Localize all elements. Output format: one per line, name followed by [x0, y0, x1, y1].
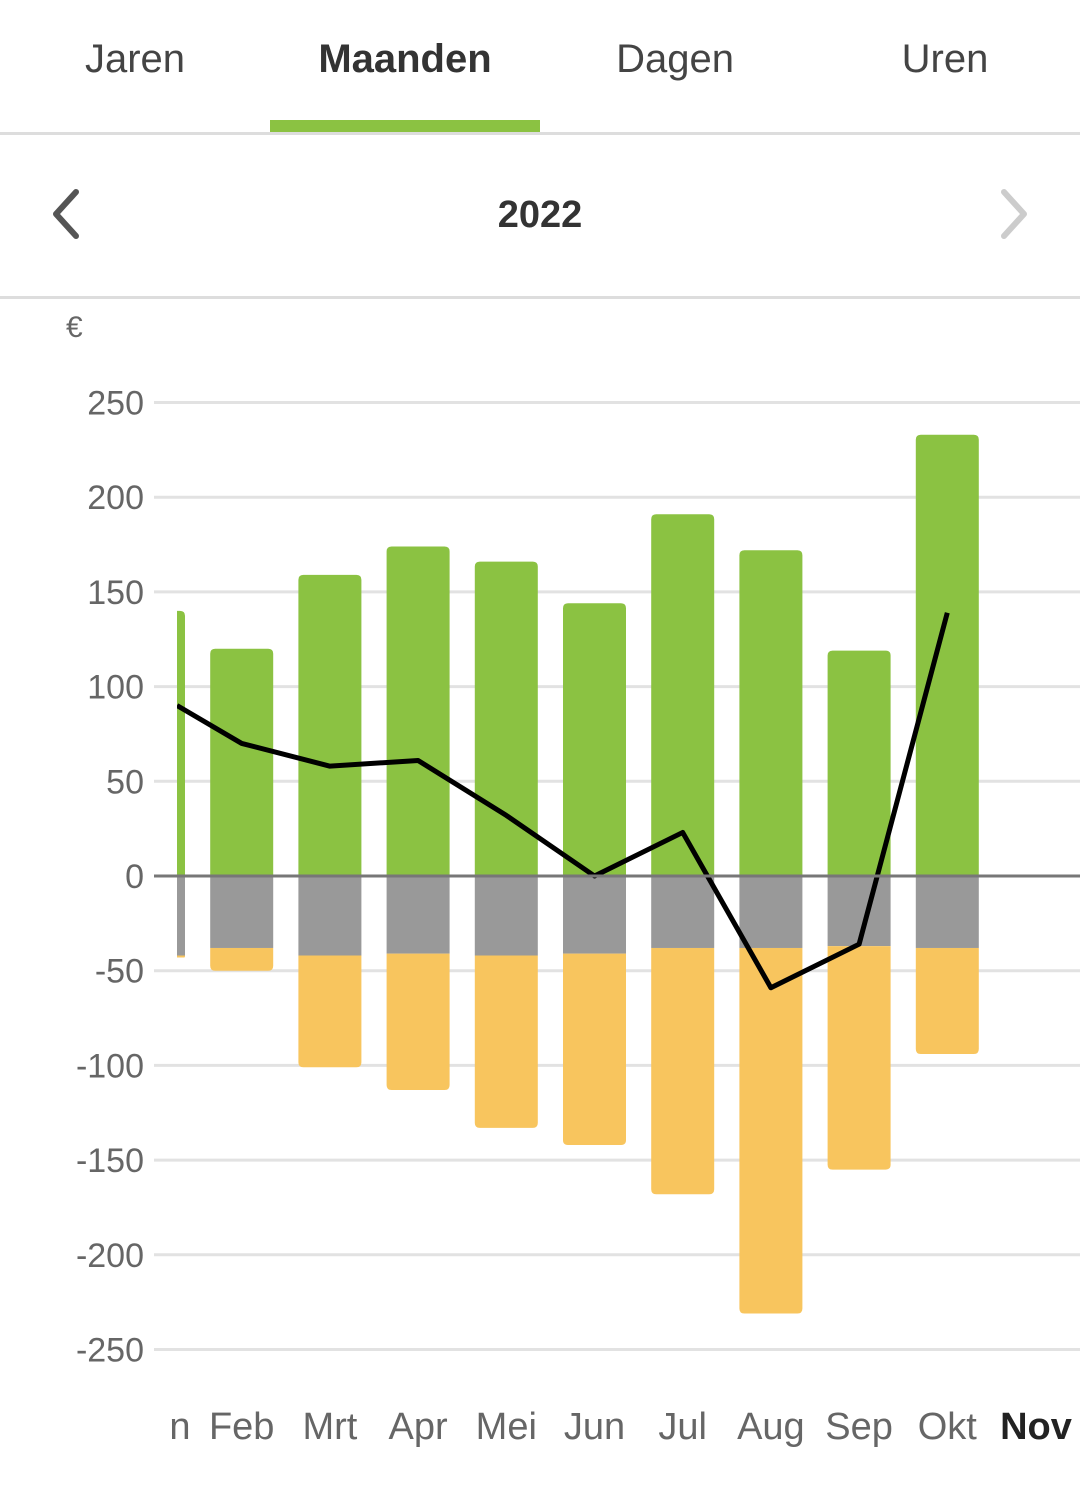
chevron-left-icon [53, 189, 79, 239]
bar-positive-jan[interactable] [122, 610, 185, 876]
bar-gray-negative-feb[interactable] [210, 876, 274, 948]
bar-yellow-negative-apr[interactable] [386, 953, 450, 1091]
period-title: 2022 [497, 194, 583, 236]
y-tick-label: -150 [76, 1142, 144, 1180]
active-tab-indicator [270, 120, 540, 132]
x-tick-label-sep[interactable]: Sep [825, 1406, 893, 1448]
bar-positive-okt[interactable] [915, 434, 979, 876]
bar-gray-negative-jul[interactable] [651, 876, 715, 948]
tab-jaren[interactable]: Jaren [84, 37, 186, 81]
tab-dagen[interactable]: Dagen [616, 37, 734, 81]
x-tick-label-okt[interactable]: Okt [918, 1406, 978, 1448]
tab-maanden[interactable]: Maanden [318, 37, 492, 81]
bar-gray-negative-jan[interactable] [122, 876, 185, 956]
period-navigation: 2022 [0, 135, 1080, 299]
bar-gray-negative-aug[interactable] [739, 876, 803, 948]
y-tick-label: 150 [87, 574, 144, 612]
bar-yellow-negative-mei[interactable] [474, 955, 538, 1128]
bar-gray-negative-apr[interactable] [386, 876, 450, 954]
x-tick-label-nov[interactable]: Nov [1000, 1406, 1072, 1448]
y-tick-label: 50 [106, 763, 144, 801]
bar-positive-jun[interactable] [563, 603, 626, 876]
tab-uren[interactable]: Uren [901, 37, 989, 81]
net-line [177, 612, 950, 991]
bar-yellow-negative-aug[interactable] [739, 947, 803, 1314]
y-axis-unit-label: € [66, 311, 83, 344]
y-tick-label: 200 [87, 479, 144, 517]
y-tick-label: -250 [76, 1332, 144, 1370]
y-tick-label: -200 [76, 1237, 144, 1275]
bar-yellow-negative-mrt[interactable] [298, 955, 362, 1068]
y-tick-label: 100 [87, 669, 144, 707]
bar-yellow-negative-jun[interactable] [563, 953, 626, 1145]
monthly-costs-chart: € 250 200 150 100 50 0 -50 -100 -150 -200 -250 n Fe… [66, 311, 1080, 1448]
period-tabs: Jaren Maanden Dagen Uren [0, 0, 1080, 135]
bar-positive-jul[interactable] [651, 514, 715, 876]
bar-gray-negative-jun[interactable] [563, 876, 626, 954]
bar-gray-negative-mei[interactable] [474, 876, 538, 956]
x-tick-label-feb[interactable]: Feb [209, 1406, 274, 1448]
bar-gray-negative-okt[interactable] [915, 876, 979, 948]
y-tick-label: -50 [95, 953, 144, 991]
y-tick-label: 0 [125, 858, 144, 896]
next-period-button[interactable] [978, 175, 1048, 255]
net-line-series [177, 612, 950, 991]
bar-positive-aug[interactable] [739, 550, 803, 876]
x-tick-label-aug[interactable]: Aug [737, 1406, 805, 1448]
chevron-right-icon [1001, 189, 1027, 239]
x-tick-label-jul[interactable]: Jul [658, 1406, 707, 1448]
bar-positive-sep[interactable] [827, 650, 891, 876]
x-tick-label-jan[interactable]: n [169, 1406, 190, 1448]
x-axis-tick-labels: n Feb Mrt Apr Mei Jun Jul Aug Sep Okt Nov [169, 1406, 1071, 1448]
bar-yellow-negative-sep[interactable] [827, 946, 891, 1170]
x-tick-label-jun[interactable]: Jun [564, 1406, 625, 1448]
bar-gray-negative-sep[interactable] [827, 876, 891, 947]
x-tick-label-mrt[interactable]: Mrt [302, 1406, 357, 1448]
bar-yellow-negative-jul[interactable] [651, 947, 715, 1195]
previous-period-button[interactable] [32, 175, 102, 255]
y-tick-label: -100 [76, 1047, 144, 1085]
bar-positive-feb[interactable] [210, 648, 274, 876]
bar-gray-negative-mrt[interactable] [298, 876, 362, 956]
bar-positive-mrt[interactable] [298, 574, 362, 876]
bar-positive-apr[interactable] [386, 546, 450, 876]
y-tick-label: 250 [87, 385, 144, 423]
x-tick-label-mei[interactable]: Mei [476, 1406, 537, 1448]
bar-series [122, 434, 979, 1314]
x-tick-label-apr[interactable]: Apr [389, 1406, 448, 1448]
bar-yellow-negative-jan[interactable] [122, 955, 185, 958]
bar-yellow-negative-feb[interactable] [210, 947, 274, 971]
bar-positive-mei[interactable] [474, 561, 538, 876]
bar-yellow-negative-okt[interactable] [915, 947, 979, 1055]
y-axis-tick-labels: 250 200 150 100 50 0 -50 -100 -150 -200 -250 [76, 385, 144, 1370]
